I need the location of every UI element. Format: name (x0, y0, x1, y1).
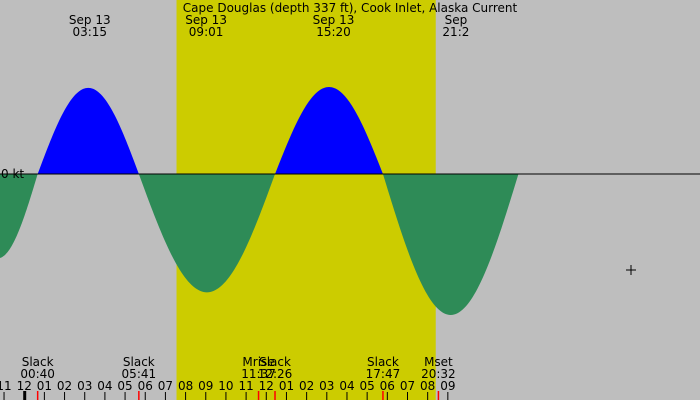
hour-tick-label: 11 (0, 379, 12, 393)
peak-date-label: Sep 13 (185, 13, 227, 27)
event-time-label: 05:41 (122, 367, 157, 381)
hour-tick-label: 08 (178, 379, 193, 393)
hour-tick-label: 06 (380, 379, 395, 393)
event-label: Mset (424, 355, 453, 369)
event-label: Slack (22, 355, 54, 369)
ebb-area-4 (382, 174, 519, 315)
hour-tick-label: 04 (97, 379, 112, 393)
event-time-label: 11:37 (241, 367, 276, 381)
hour-tick-label: 01 (279, 379, 294, 393)
hour-tick-label: 05 (360, 379, 375, 393)
hour-tick-label: 09 (198, 379, 213, 393)
event-time-label: 17:47 (366, 367, 401, 381)
event-label: Slack (123, 355, 155, 369)
hour-tick-label: 10 (218, 379, 233, 393)
peak-date-label: Sep 13 (313, 13, 355, 27)
hour-tick-label: 02 (299, 379, 314, 393)
hour-tick-label: 08 (420, 379, 435, 393)
event-time-label: 00:40 (20, 367, 55, 381)
peak-time-label: 09:01 (189, 25, 224, 39)
event-label: Slack (367, 355, 399, 369)
event-label: Slack (259, 355, 291, 369)
hour-tick-label: 04 (339, 379, 354, 393)
peak-time-label: 03:15 (72, 25, 107, 39)
flood-area-3 (275, 87, 383, 174)
hour-tick-label: 03 (319, 379, 334, 393)
crosshair-icon (626, 265, 636, 275)
event-time-label: 20:32 (421, 367, 456, 381)
hour-tick-label: 07 (400, 379, 415, 393)
peak-time-label: 15:20 (316, 25, 351, 39)
event-label: Mrise (242, 355, 274, 369)
hour-tick-label: 06 (138, 379, 153, 393)
hour-tick-label: 12 (259, 379, 274, 393)
hour-tick-label: 07 (158, 379, 173, 393)
hour-tick-label: 03 (77, 379, 92, 393)
flood-area-1 (37, 87, 139, 174)
hour-tick-label: 12 (17, 379, 32, 393)
hour-tick-label: 09 (440, 379, 455, 393)
event-time-label: 12:26 (258, 367, 293, 381)
peak-date-label: Sep 13 (69, 13, 111, 27)
hour-tick-label: 02 (57, 379, 72, 393)
chart-title: Cape Douglas (depth 337 ft), Cook Inlet,… (183, 1, 518, 15)
hour-tick-label: 01 (37, 379, 52, 393)
hour-tick-label: 05 (117, 379, 132, 393)
peak-date-label: Sep (445, 13, 468, 27)
peak-time-label: 21:2 (442, 25, 469, 39)
ebb-area-2 (138, 174, 276, 293)
zero-label: 0 kt (1, 167, 24, 181)
midnight-marker (23, 391, 27, 400)
hour-tick-label: 11 (238, 379, 253, 393)
ebb-area-0 (0, 174, 38, 259)
